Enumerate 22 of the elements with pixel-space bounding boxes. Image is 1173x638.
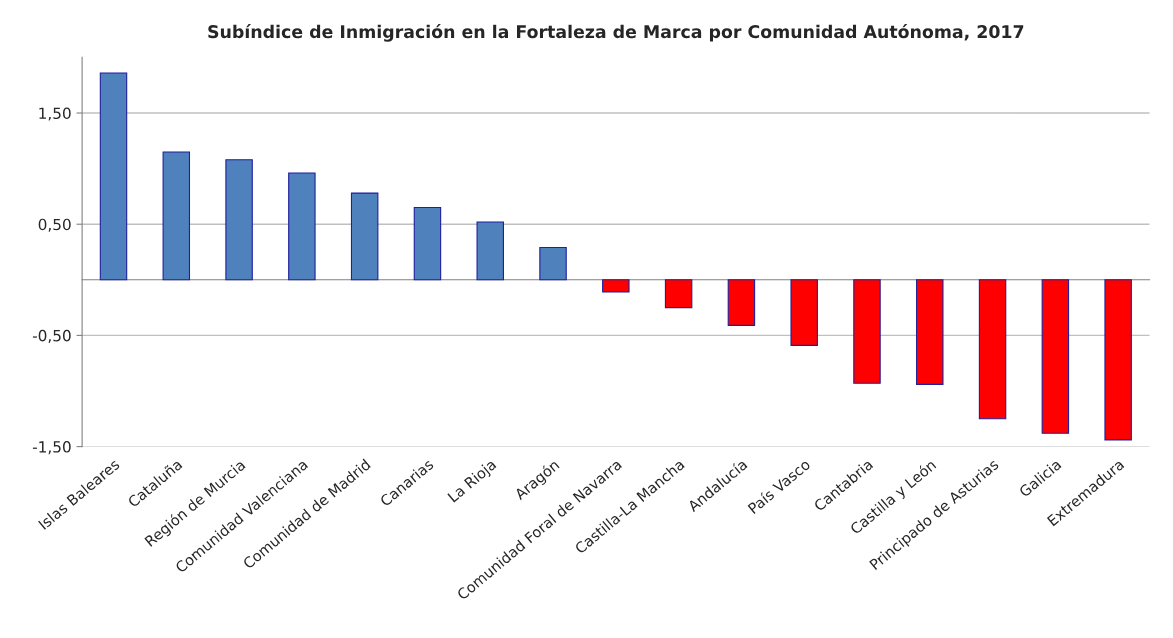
bar — [350, 192, 379, 281]
y-tick-label: 1,50 — [39, 107, 71, 121]
bar — [602, 279, 630, 293]
chart-title: Subíndice de Inmigración en la Fortaleza de Marca por Comunidad Autónoma, 2017 — [208, 24, 1024, 42]
bar — [664, 279, 693, 309]
bar — [727, 279, 756, 326]
y-tick-label: -0,50 — [32, 329, 71, 343]
y-tick-label: -1,50 — [32, 441, 71, 455]
bar — [288, 172, 316, 281]
bar — [413, 206, 442, 281]
bar — [790, 279, 818, 346]
y-tick-label: 0,50 — [38, 218, 71, 232]
bar — [99, 72, 128, 281]
bar — [539, 247, 567, 281]
bar — [978, 279, 1007, 420]
bar — [1041, 279, 1070, 434]
bar — [916, 279, 944, 385]
bar — [1104, 279, 1132, 441]
bar — [476, 221, 504, 281]
bar — [225, 159, 253, 281]
bar — [853, 279, 881, 384]
bar — [162, 151, 191, 281]
